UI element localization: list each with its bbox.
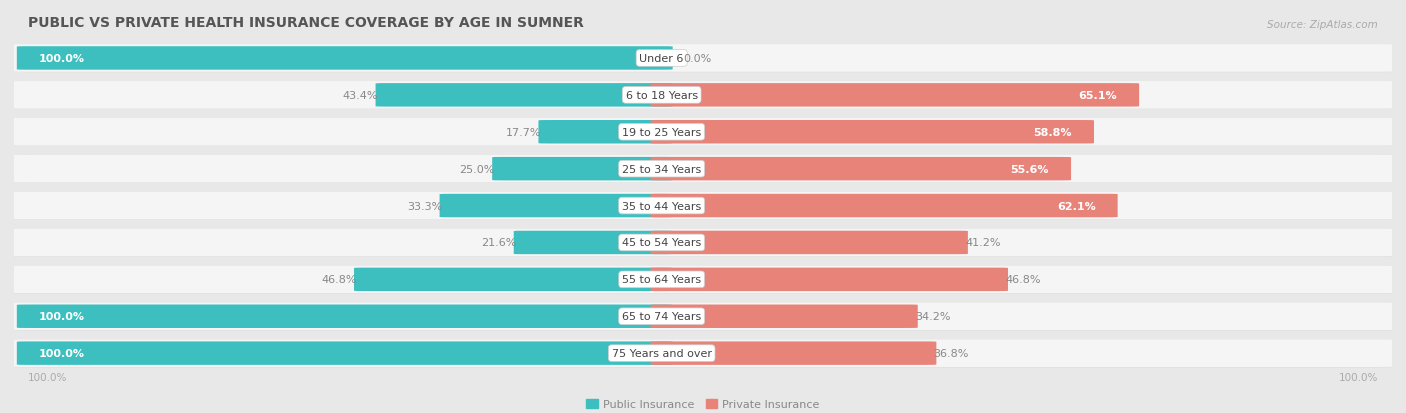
Text: 55 to 64 Years: 55 to 64 Years — [621, 275, 702, 285]
FancyBboxPatch shape — [10, 303, 1399, 331]
Text: 36.8%: 36.8% — [934, 348, 969, 358]
Text: 34.2%: 34.2% — [915, 311, 950, 321]
FancyBboxPatch shape — [7, 303, 1399, 330]
FancyBboxPatch shape — [7, 119, 1399, 146]
Text: 35 to 44 Years: 35 to 44 Years — [621, 201, 702, 211]
FancyBboxPatch shape — [651, 342, 936, 365]
Text: 46.8%: 46.8% — [321, 275, 357, 285]
Text: 65.1%: 65.1% — [1078, 90, 1118, 101]
Text: 58.8%: 58.8% — [1033, 128, 1071, 138]
FancyBboxPatch shape — [10, 192, 1399, 220]
Text: 62.1%: 62.1% — [1057, 201, 1095, 211]
Text: 46.8%: 46.8% — [1005, 275, 1040, 285]
FancyBboxPatch shape — [7, 82, 1399, 109]
Text: 100.0%: 100.0% — [1339, 373, 1378, 382]
Text: 100.0%: 100.0% — [28, 373, 67, 382]
Text: 6 to 18 Years: 6 to 18 Years — [626, 90, 697, 101]
FancyBboxPatch shape — [7, 192, 1399, 220]
FancyBboxPatch shape — [651, 268, 1008, 292]
FancyBboxPatch shape — [10, 339, 1399, 368]
Text: 65 to 74 Years: 65 to 74 Years — [621, 311, 702, 321]
Text: Source: ZipAtlas.com: Source: ZipAtlas.com — [1267, 20, 1378, 30]
FancyBboxPatch shape — [10, 266, 1399, 294]
FancyBboxPatch shape — [10, 155, 1399, 183]
FancyBboxPatch shape — [651, 157, 1071, 181]
FancyBboxPatch shape — [17, 342, 672, 365]
FancyBboxPatch shape — [17, 305, 672, 328]
Text: 33.3%: 33.3% — [408, 201, 443, 211]
FancyBboxPatch shape — [354, 268, 672, 292]
FancyBboxPatch shape — [651, 121, 1094, 144]
Text: 21.6%: 21.6% — [481, 238, 516, 248]
Text: 100.0%: 100.0% — [39, 54, 84, 64]
FancyBboxPatch shape — [7, 45, 1399, 73]
Text: 100.0%: 100.0% — [39, 348, 84, 358]
FancyBboxPatch shape — [651, 231, 967, 254]
Text: 17.7%: 17.7% — [506, 128, 541, 138]
Text: PUBLIC VS PRIVATE HEALTH INSURANCE COVERAGE BY AGE IN SUMNER: PUBLIC VS PRIVATE HEALTH INSURANCE COVER… — [28, 16, 583, 30]
FancyBboxPatch shape — [17, 47, 672, 71]
FancyBboxPatch shape — [492, 157, 672, 181]
FancyBboxPatch shape — [7, 266, 1399, 294]
FancyBboxPatch shape — [10, 119, 1399, 147]
Text: 75 Years and over: 75 Years and over — [612, 348, 711, 358]
FancyBboxPatch shape — [7, 339, 1399, 367]
FancyBboxPatch shape — [7, 155, 1399, 183]
FancyBboxPatch shape — [10, 82, 1399, 110]
FancyBboxPatch shape — [651, 195, 1118, 218]
Text: 100.0%: 100.0% — [39, 311, 84, 321]
Text: 25.0%: 25.0% — [460, 164, 495, 174]
Text: Under 6: Under 6 — [640, 54, 683, 64]
FancyBboxPatch shape — [513, 231, 672, 254]
Text: 45 to 54 Years: 45 to 54 Years — [621, 238, 702, 248]
FancyBboxPatch shape — [651, 84, 1139, 107]
Text: 41.2%: 41.2% — [965, 238, 1001, 248]
Text: 0.0%: 0.0% — [683, 54, 711, 64]
FancyBboxPatch shape — [7, 229, 1399, 256]
Legend: Public Insurance, Private Insurance: Public Insurance, Private Insurance — [582, 394, 824, 413]
FancyBboxPatch shape — [10, 229, 1399, 257]
FancyBboxPatch shape — [440, 195, 672, 218]
FancyBboxPatch shape — [651, 305, 918, 328]
Text: 43.4%: 43.4% — [343, 90, 378, 101]
FancyBboxPatch shape — [375, 84, 672, 107]
Text: 19 to 25 Years: 19 to 25 Years — [621, 128, 702, 138]
Text: 55.6%: 55.6% — [1011, 164, 1049, 174]
Text: 25 to 34 Years: 25 to 34 Years — [621, 164, 702, 174]
FancyBboxPatch shape — [10, 45, 1399, 73]
FancyBboxPatch shape — [538, 121, 672, 144]
